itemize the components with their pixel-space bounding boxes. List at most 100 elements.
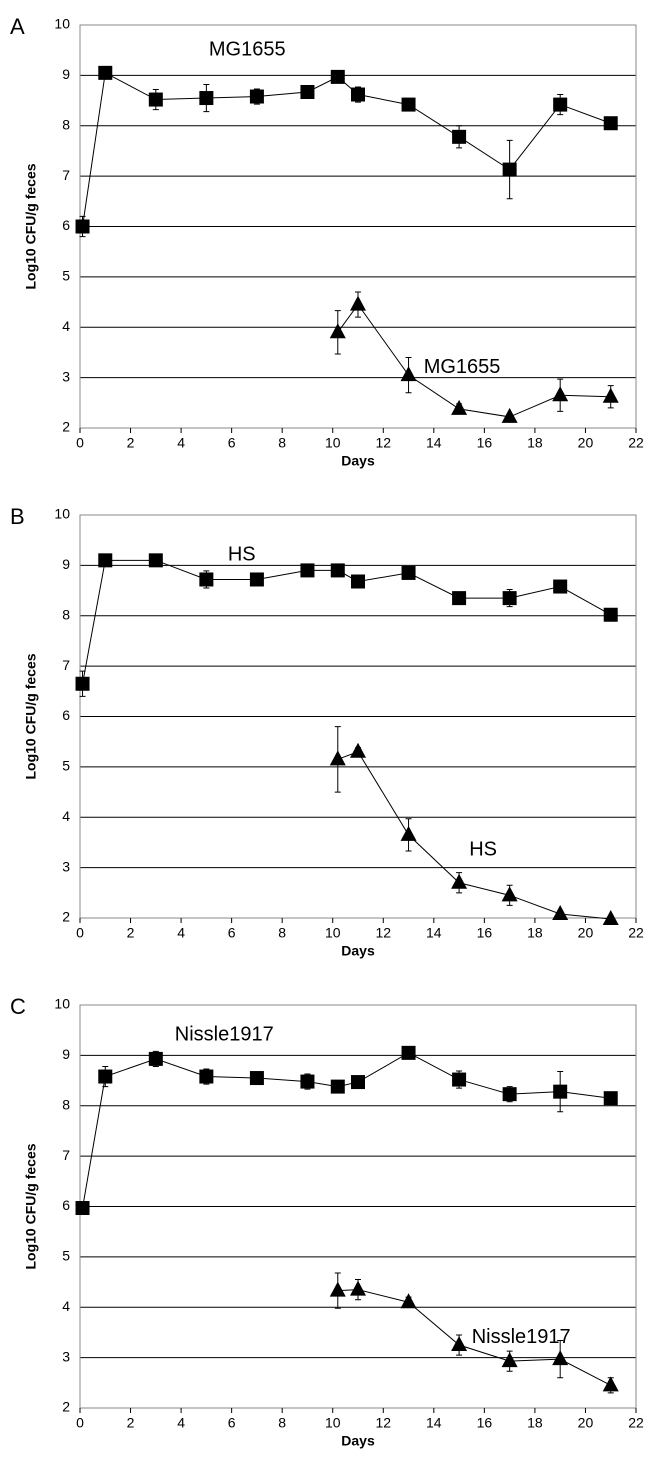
- marker: [452, 129, 467, 144]
- x-tick-label: 20: [578, 435, 594, 451]
- marker: [330, 1079, 345, 1094]
- x-tick-label: 2: [127, 435, 135, 451]
- x-axis-title: Days: [341, 1433, 375, 1449]
- x-tick-label: 16: [477, 435, 493, 451]
- x-tick-label: 8: [278, 435, 286, 451]
- marker: [75, 219, 90, 234]
- x-axis-title: Days: [341, 943, 375, 959]
- annotation: HS: [469, 838, 497, 860]
- marker: [602, 387, 619, 403]
- y-tick-label: 6: [62, 707, 70, 723]
- marker: [329, 750, 346, 766]
- marker: [501, 407, 518, 423]
- marker: [602, 1376, 619, 1392]
- marker: [199, 91, 214, 106]
- y-tick-label: 4: [62, 318, 70, 334]
- series-line: [82, 1052, 611, 1209]
- annotation: MG1655: [209, 38, 286, 60]
- marker: [603, 1091, 618, 1106]
- x-tick-label: 8: [278, 925, 286, 941]
- marker: [552, 1350, 569, 1366]
- x-tick-label: 16: [477, 925, 493, 941]
- y-tick-label: 8: [62, 1096, 70, 1112]
- y-tick-label: 4: [62, 808, 70, 824]
- marker: [401, 565, 416, 580]
- marker: [553, 97, 568, 112]
- plot-frame: [79, 514, 637, 919]
- marker: [451, 1336, 468, 1352]
- marker: [501, 886, 518, 902]
- panel-letter: C: [10, 994, 26, 1019]
- marker: [552, 904, 569, 920]
- x-tick-label: 22: [628, 1415, 644, 1431]
- marker: [351, 574, 365, 589]
- marker: [249, 1071, 264, 1086]
- x-tick-label: 0: [76, 435, 84, 451]
- y-tick-label: 3: [62, 368, 70, 384]
- x-axis-title: Days: [341, 453, 375, 469]
- x-tick-label: 0: [76, 925, 84, 941]
- marker: [501, 1352, 518, 1368]
- marker: [451, 873, 468, 889]
- marker: [75, 1201, 90, 1216]
- y-tick-label: 5: [62, 1248, 70, 1264]
- x-tick-label: 6: [228, 435, 236, 451]
- x-tick-label: 14: [426, 925, 442, 941]
- marker: [603, 607, 618, 622]
- marker: [148, 92, 163, 107]
- y-tick-label: 8: [62, 116, 70, 132]
- marker: [148, 553, 163, 568]
- marker: [452, 591, 467, 606]
- annotation: Nissle1917: [175, 1024, 274, 1046]
- marker: [249, 89, 264, 104]
- marker: [199, 1069, 214, 1084]
- marker: [329, 1281, 346, 1297]
- marker: [98, 65, 113, 80]
- y-axis-title: Log10 CFU/g feces: [23, 1143, 39, 1269]
- x-tick-label: 22: [628, 925, 644, 941]
- x-tick-label: 14: [426, 1415, 442, 1431]
- marker: [400, 825, 417, 841]
- marker: [98, 553, 113, 568]
- marker: [401, 97, 416, 112]
- y-tick-label: 6: [62, 1197, 70, 1213]
- x-tick-label: 18: [527, 435, 543, 451]
- marker: [300, 1074, 315, 1089]
- y-tick-label: 6: [62, 217, 70, 233]
- marker: [603, 116, 618, 131]
- x-tick-label: 20: [578, 1415, 594, 1431]
- y-tick-label: 5: [62, 758, 70, 774]
- x-tick-label: 10: [325, 1415, 341, 1431]
- y-tick-label: 2: [62, 1399, 70, 1415]
- x-tick-label: 18: [527, 925, 543, 941]
- annotation: HS: [228, 544, 256, 566]
- series-line: [337, 751, 611, 920]
- marker: [602, 910, 619, 926]
- x-tick-label: 10: [325, 925, 341, 941]
- marker: [553, 1084, 568, 1099]
- y-tick-label: 7: [62, 1147, 70, 1163]
- marker: [300, 563, 315, 578]
- marker: [451, 399, 468, 415]
- y-tick-label: 9: [62, 66, 70, 82]
- x-tick-label: 16: [477, 1415, 493, 1431]
- marker: [75, 676, 90, 691]
- marker: [553, 579, 568, 594]
- x-tick-label: 20: [578, 925, 594, 941]
- marker: [552, 386, 569, 402]
- marker: [249, 572, 264, 587]
- marker: [401, 1045, 416, 1060]
- marker: [452, 1072, 467, 1087]
- panel-letter: B: [10, 504, 25, 529]
- marker: [350, 742, 366, 758]
- y-tick-label: 7: [62, 167, 70, 183]
- marker: [330, 69, 345, 84]
- x-tick-label: 14: [426, 435, 442, 451]
- x-tick-label: 2: [127, 925, 135, 941]
- x-tick-label: 4: [177, 435, 185, 451]
- y-tick-label: 2: [62, 909, 70, 925]
- y-tick-label: 2: [62, 419, 70, 435]
